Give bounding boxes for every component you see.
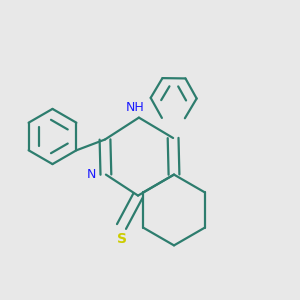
Text: N: N — [87, 168, 96, 181]
Text: NH: NH — [126, 100, 145, 114]
Text: S: S — [116, 232, 127, 246]
